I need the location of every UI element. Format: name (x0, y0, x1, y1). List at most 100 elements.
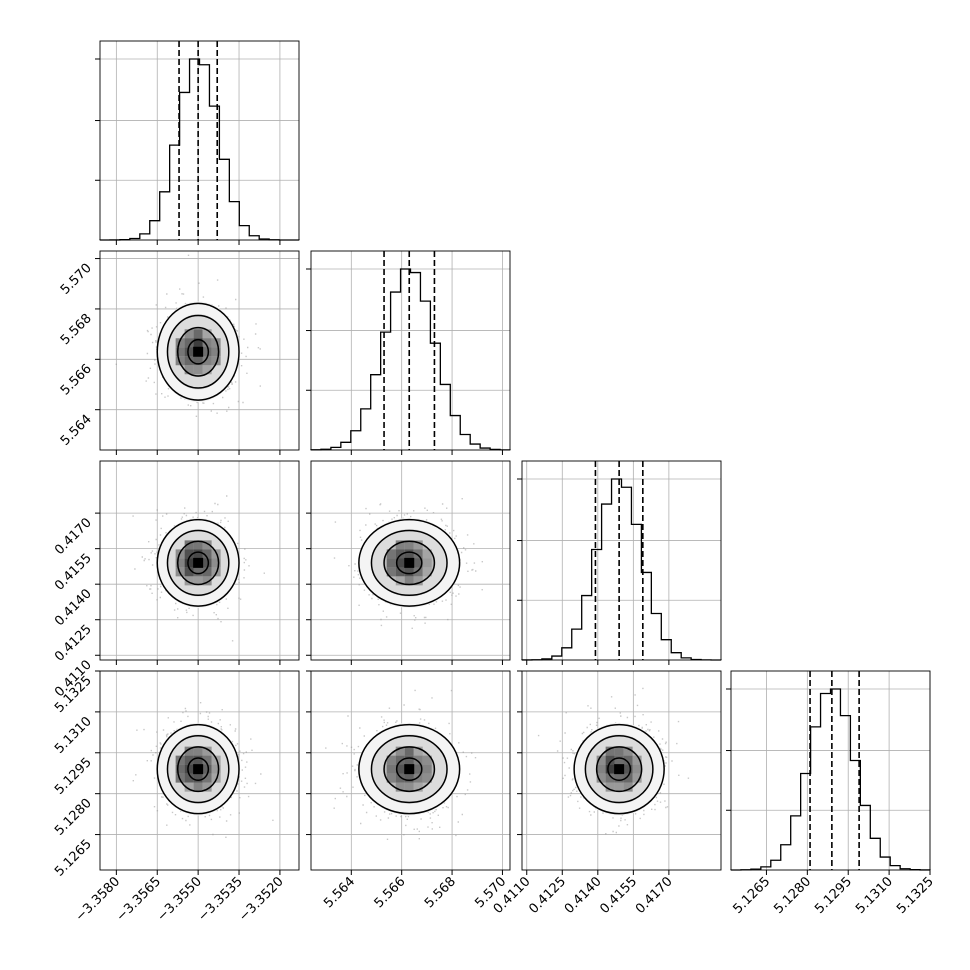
density-cell (404, 782, 414, 792)
y-tick-label: 5.1295 (52, 755, 95, 798)
histogram-panel-1 (306, 250, 511, 455)
y-tick-label: 0.4140 (52, 586, 95, 629)
y-tick-label: 5.568 (58, 311, 95, 348)
density-cell (623, 773, 633, 783)
density-cell (596, 773, 606, 783)
panel-background (100, 41, 299, 240)
density-cell (413, 540, 423, 550)
density-cell (184, 558, 194, 568)
histogram-panel-2 (517, 460, 722, 665)
y-tick-label: 5.1310 (52, 714, 95, 757)
density-peak (614, 764, 625, 775)
density-cell (596, 755, 606, 765)
density-cell (184, 773, 194, 783)
y-tick-label: 5.570 (58, 261, 95, 298)
density-cell (395, 576, 405, 586)
density-panel-2-1 (306, 460, 511, 665)
density-cell (193, 540, 203, 550)
density-cell (202, 764, 212, 774)
density-cell (202, 755, 212, 765)
density-cell (193, 365, 203, 375)
contour-line (156, 302, 240, 401)
y-tick-label: 5.1280 (52, 796, 95, 839)
density-cell (202, 549, 212, 559)
panel-background (311, 251, 510, 450)
density-cell (386, 558, 396, 568)
density-cell (614, 773, 624, 783)
density-cell (422, 558, 432, 568)
density-cell (184, 755, 194, 765)
density-cell (184, 347, 194, 357)
density-peak (193, 346, 204, 357)
x-tick-label: 5.564 (321, 874, 358, 911)
density-cell (404, 576, 414, 586)
density-cell (386, 549, 396, 559)
density-cell (623, 755, 633, 765)
density-peak (404, 557, 415, 568)
density-cell (413, 558, 423, 568)
histogram-steps (730, 688, 931, 871)
density-cell (184, 576, 194, 586)
density-cell (175, 338, 185, 348)
density-cell (193, 576, 203, 586)
density-cell (202, 329, 212, 339)
panel-frame (521, 670, 722, 871)
contour-line (166, 314, 230, 389)
density-cell (202, 773, 212, 783)
panel-frame (310, 250, 511, 451)
x-tick-label: 0.4155 (597, 874, 640, 917)
x-tick-label: 5.1310 (853, 874, 896, 917)
density-cell (386, 773, 396, 783)
density-cell (605, 773, 615, 783)
panel-frame (310, 460, 511, 661)
contour-line (584, 735, 654, 804)
density-panel-3-0 (95, 670, 300, 875)
density-cell (404, 549, 414, 559)
contour-line (395, 757, 423, 782)
density-cell (193, 567, 203, 577)
density-cell (395, 558, 405, 568)
density-cell (184, 567, 194, 577)
density-cell (605, 764, 615, 774)
contour-line (573, 723, 665, 815)
density-cell (386, 567, 396, 577)
histogram-panel-3 (726, 670, 931, 875)
panel-background (522, 461, 721, 660)
panel-frame (99, 670, 300, 871)
density-cell (404, 540, 414, 550)
density-cell (413, 773, 423, 783)
density-cell (395, 755, 405, 765)
contour-line (383, 746, 436, 793)
y-tick-label: 0.4155 (52, 551, 95, 594)
density-cell (193, 782, 203, 792)
density-cell (404, 567, 414, 577)
density-cell (202, 746, 212, 756)
density-cell (193, 746, 203, 756)
x-tick-label: 0.4170 (633, 874, 676, 917)
density-cell (211, 347, 221, 357)
histogram-steps (99, 58, 300, 241)
density-cell (202, 338, 212, 348)
density-cell (422, 755, 432, 765)
density-cell (386, 764, 396, 774)
density-panel-3-2 (517, 670, 722, 875)
density-cell (614, 755, 624, 765)
density-cell (211, 338, 221, 348)
x-tick-label: 5.568 (422, 874, 459, 911)
density-cell (395, 773, 405, 783)
contour-line (166, 735, 230, 804)
density-cell (623, 782, 633, 792)
density-peak (193, 557, 204, 568)
density-cell (632, 764, 642, 774)
density-cell (395, 540, 405, 550)
contour-line (395, 551, 423, 575)
contour-line (607, 757, 632, 782)
panel-background (731, 671, 930, 870)
contour-line (358, 518, 461, 607)
density-cell (184, 549, 194, 559)
panel-frame (99, 250, 300, 451)
x-tick-label: 0.4125 (526, 874, 569, 917)
contour-line (370, 735, 448, 804)
contour-line (383, 540, 436, 586)
